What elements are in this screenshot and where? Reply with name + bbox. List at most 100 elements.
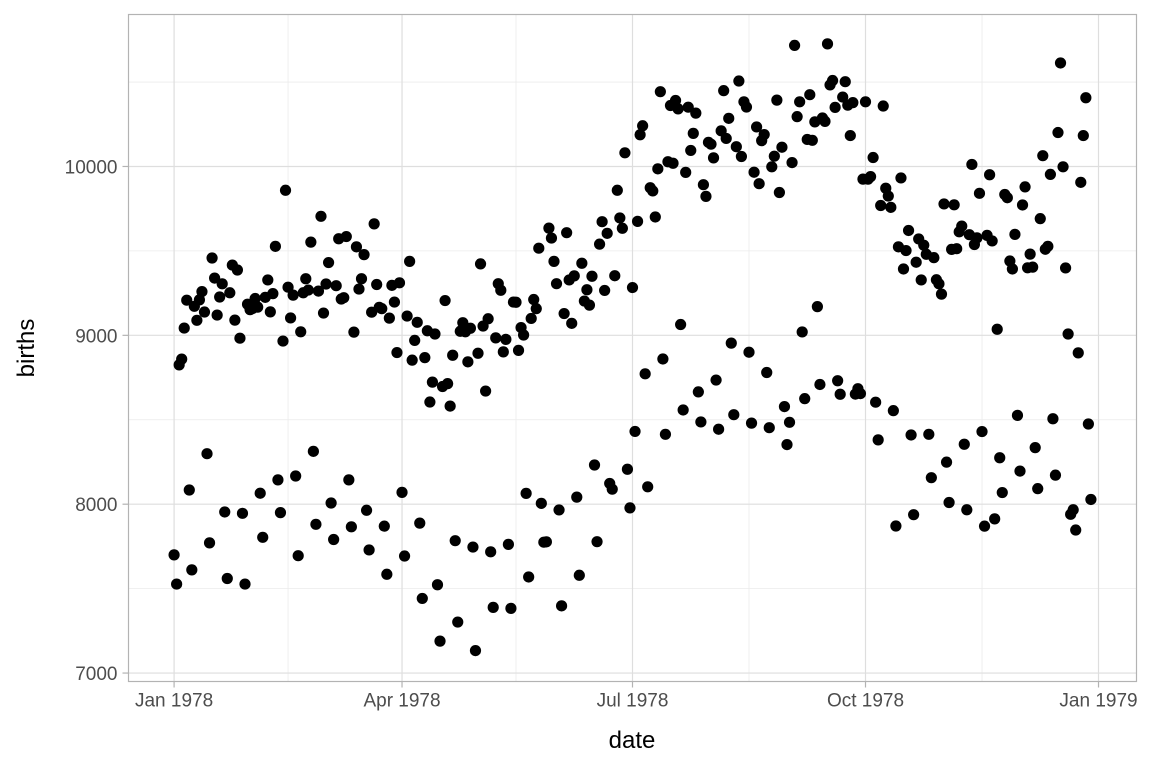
data-point (593, 238, 606, 250)
data-point (424, 396, 436, 408)
y-axis-title: births (13, 319, 40, 378)
data-point (905, 429, 917, 441)
data-point (586, 270, 598, 282)
data-point (447, 349, 459, 361)
data-point (431, 579, 444, 591)
data-point (882, 190, 894, 202)
data-point (1042, 240, 1054, 252)
data-point (908, 509, 920, 521)
data-point (573, 569, 585, 581)
data-point (844, 129, 856, 142)
data-point (1001, 192, 1013, 204)
data-point (583, 299, 596, 311)
data-point (358, 249, 370, 261)
data-point (305, 236, 317, 248)
data-point (745, 417, 758, 429)
data-point (642, 481, 654, 493)
data-point (1037, 150, 1049, 162)
data-point (317, 307, 330, 319)
data-point (315, 210, 327, 222)
data-point (363, 544, 375, 556)
data-point (1032, 483, 1044, 495)
data-point (763, 422, 775, 434)
data-point (601, 227, 613, 239)
data-point (520, 487, 532, 499)
data-point (1085, 493, 1097, 506)
data-point (692, 386, 704, 398)
data-point (500, 333, 512, 345)
data-point (249, 292, 261, 305)
data-point (591, 536, 603, 548)
data-point (1059, 262, 1072, 274)
data-point (540, 536, 552, 548)
data-point (695, 416, 707, 428)
data-point (472, 347, 484, 359)
data-point (269, 240, 281, 252)
data-point (178, 322, 190, 334)
data-point (555, 600, 568, 612)
data-point (796, 326, 808, 338)
data-point (1029, 442, 1041, 454)
data-point (758, 128, 770, 141)
x-axis-title: date (609, 727, 656, 754)
data-point (1047, 413, 1059, 425)
data-point (191, 314, 203, 326)
data-point (1070, 524, 1082, 536)
data-point (282, 281, 294, 293)
data-point (229, 314, 241, 326)
data-point (1082, 418, 1094, 430)
data-point (685, 144, 697, 157)
data-point (231, 264, 244, 276)
data-point (925, 472, 937, 484)
data-point (599, 284, 611, 297)
data-point (958, 438, 970, 450)
data-point (480, 385, 492, 397)
data-point (439, 294, 451, 307)
data-point (348, 326, 360, 338)
data-point (870, 396, 882, 408)
data-point (875, 199, 887, 212)
data-point (1072, 347, 1084, 359)
data-point (409, 334, 421, 347)
data-point (629, 425, 641, 438)
data-point (1075, 176, 1087, 188)
data-point (771, 94, 783, 106)
data-point (730, 141, 742, 153)
data-point (211, 309, 223, 321)
data-point (350, 241, 363, 253)
data-point (611, 184, 623, 196)
data-point (935, 288, 948, 300)
data-point (426, 376, 439, 388)
data-point (528, 293, 540, 306)
data-point (713, 423, 725, 435)
data-point (639, 368, 651, 380)
data-point (806, 134, 818, 146)
data-point (1044, 168, 1056, 181)
data-point (690, 107, 702, 119)
data-point (510, 296, 522, 308)
data-point (444, 400, 456, 412)
data-point (203, 537, 216, 549)
data-point (748, 166, 760, 178)
data-point (766, 161, 778, 173)
data-point (961, 504, 973, 516)
data-point (168, 549, 180, 561)
data-point (786, 156, 798, 169)
data-point (353, 283, 365, 295)
data-point (1052, 126, 1064, 139)
data-point (887, 405, 899, 417)
data-point (312, 285, 325, 297)
data-point (452, 616, 464, 628)
y-tick-label: 9000 (75, 326, 117, 347)
data-point (743, 346, 755, 358)
data-point (588, 459, 601, 471)
data-point (956, 220, 968, 232)
data-point (176, 353, 188, 365)
data-point (371, 278, 383, 291)
data-point (378, 520, 390, 532)
data-point (474, 258, 487, 270)
data-point (596, 216, 608, 228)
data-point (482, 313, 494, 325)
data-point (994, 452, 1006, 464)
x-tick-label: Apr 1978 (363, 691, 440, 712)
